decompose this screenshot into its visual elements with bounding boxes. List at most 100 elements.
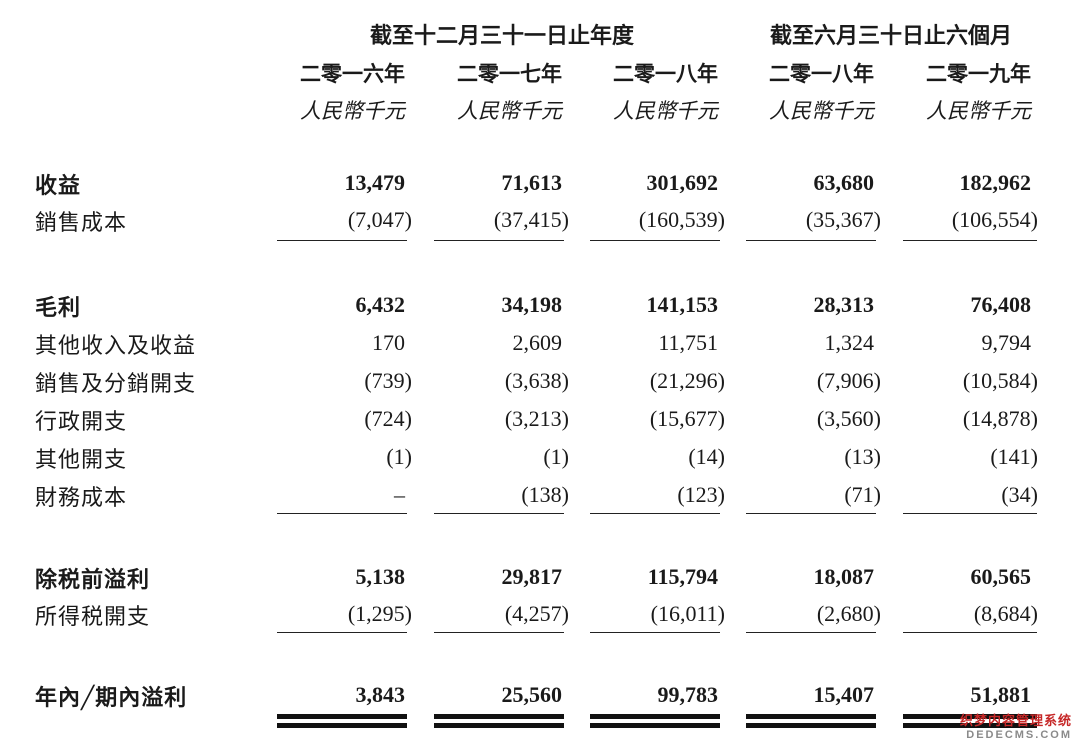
table-row-revenue: 收益 13,479 71,613 301,692 63,680 182,962 bbox=[0, 168, 1080, 200]
table-cell: 51,881 bbox=[970, 682, 1032, 707]
table-cell: (1,295) bbox=[347, 601, 412, 626]
total-double-rule bbox=[277, 714, 407, 719]
col-year-2016: 二零一六年 bbox=[300, 61, 405, 86]
table-cell: 60,565 bbox=[970, 564, 1032, 589]
total-double-rule bbox=[903, 723, 1037, 728]
table-cell: 63,680 bbox=[813, 170, 875, 195]
col-year-2018: 二零一八年 bbox=[613, 61, 718, 86]
table-cell: (14) bbox=[688, 444, 725, 469]
col-unit-2018-interim: 人民幣千元 bbox=[769, 99, 874, 123]
row-label: 財務成本 bbox=[35, 486, 128, 511]
table-cell: 13,479 bbox=[344, 170, 406, 195]
col-year-2018-interim: 二零一八年 bbox=[769, 61, 874, 86]
watermark-line1: 织梦内容管理系统 bbox=[959, 713, 1072, 728]
table-row-gross-profit: 毛利 6,432 34,198 141,153 28,313 76,408 bbox=[0, 290, 1080, 322]
table-cell: (141) bbox=[990, 444, 1038, 469]
table-cell: 182,962 bbox=[959, 170, 1032, 195]
table-row-profit-before-tax: 除税前溢利 5,138 29,817 115,794 18,087 60,565 bbox=[0, 562, 1080, 594]
row-label: 行政開支 bbox=[35, 410, 128, 435]
row-label: 銷售成本 bbox=[35, 211, 128, 236]
table-cell: 115,794 bbox=[647, 564, 718, 589]
table-cell: (739) bbox=[364, 368, 412, 393]
table-cell: (3,213) bbox=[504, 406, 569, 431]
table-row-income-tax: 所得税開支 (1,295) (4,257) (16,011) (2,680) (… bbox=[0, 599, 1080, 631]
table-row-other-expenses: 其他開支 (1) (1) (14) (13) (141) bbox=[0, 442, 1080, 474]
col-year-2019-interim: 二零一九年 bbox=[926, 61, 1031, 86]
table-cell: – bbox=[394, 482, 405, 507]
table-cell: (37,415) bbox=[493, 207, 569, 232]
table-cell: (7,047) bbox=[347, 207, 412, 232]
subtotal-rule bbox=[590, 632, 720, 633]
table-cell: 76,408 bbox=[970, 292, 1032, 317]
subtotal-rule bbox=[434, 513, 564, 514]
row-label: 銷售及分銷開支 bbox=[35, 372, 197, 397]
table-cell: 1,324 bbox=[824, 330, 875, 355]
table-row-profit-for-period: 年內╱期內溢利 3,843 25,560 99,783 15,407 51,88… bbox=[0, 680, 1080, 712]
table-cell: 301,692 bbox=[646, 170, 719, 195]
table-row-finance-costs: 財務成本 – (138) (123) (71) (34) bbox=[0, 480, 1080, 512]
total-double-rule bbox=[434, 714, 564, 719]
table-cell: (7,906) bbox=[816, 368, 881, 393]
subtotal-rule bbox=[903, 513, 1037, 514]
table-cell: (71) bbox=[844, 482, 881, 507]
table-row-admin-expenses: 行政開支 (724) (3,213) (15,677) (3,560) (14,… bbox=[0, 404, 1080, 436]
table-cell: 99,783 bbox=[657, 682, 719, 707]
total-double-rule bbox=[590, 714, 720, 719]
subtotal-rule bbox=[434, 632, 564, 633]
table-cell: 6,432 bbox=[355, 292, 406, 317]
table-cell: (14,878) bbox=[962, 406, 1038, 431]
table-cell: 29,817 bbox=[501, 564, 563, 589]
table-cell: 34,198 bbox=[501, 292, 563, 317]
row-label: 其他開支 bbox=[35, 448, 128, 473]
subtotal-rule bbox=[277, 240, 407, 241]
table-cell: (724) bbox=[364, 406, 412, 431]
table-cell: (138) bbox=[521, 482, 569, 507]
subtotal-rule bbox=[746, 632, 876, 633]
table-cell: 9,794 bbox=[981, 330, 1032, 355]
col-unit-2019-interim: 人民幣千元 bbox=[926, 99, 1031, 123]
table-cell: (160,539) bbox=[638, 207, 725, 232]
table-cell: 71,613 bbox=[501, 170, 563, 195]
table-cell: (13) bbox=[844, 444, 881, 469]
col-unit-2017: 人民幣千元 bbox=[457, 99, 562, 123]
row-label: 毛利 bbox=[35, 295, 82, 321]
table-cell: 15,407 bbox=[813, 682, 875, 707]
total-double-rule bbox=[903, 714, 1037, 719]
table-cell: 3,843 bbox=[355, 682, 406, 707]
group-header-interim: 截至六月三十日止六個月 bbox=[770, 23, 1013, 49]
table-cell: (35,367) bbox=[805, 207, 881, 232]
table-row-selling-distribution: 銷售及分銷開支 (739) (3,638) (21,296) (7,906) (… bbox=[0, 366, 1080, 398]
total-double-rule bbox=[746, 723, 876, 728]
table-cell: (15,677) bbox=[649, 406, 725, 431]
subtotal-rule bbox=[590, 513, 720, 514]
watermark: 织梦内容管理系统 DEDECMS.COM bbox=[960, 710, 1072, 741]
row-label: 其他收入及收益 bbox=[35, 334, 197, 359]
table-cell: (3,560) bbox=[816, 406, 881, 431]
row-label: 年內╱期內溢利 bbox=[35, 685, 188, 711]
group-header-annual: 截至十二月三十一日止年度 bbox=[370, 23, 635, 49]
table-cell: (8,684) bbox=[973, 601, 1038, 626]
total-double-rule bbox=[277, 723, 407, 728]
table-cell: (106,554) bbox=[951, 207, 1038, 232]
table-cell: 11,751 bbox=[658, 330, 718, 355]
table-cell: 25,560 bbox=[501, 682, 563, 707]
row-label: 收益 bbox=[35, 173, 82, 199]
table-cell: (21,296) bbox=[649, 368, 725, 393]
subtotal-rule bbox=[903, 632, 1037, 633]
table-cell: 2,609 bbox=[512, 330, 563, 355]
table-cell: 141,153 bbox=[646, 292, 719, 317]
col-year-2017: 二零一七年 bbox=[457, 61, 562, 86]
col-unit-2016: 人民幣千元 bbox=[300, 99, 405, 123]
table-row-other-income: 其他收入及收益 170 2,609 11,751 1,324 9,794 bbox=[0, 328, 1080, 360]
row-label: 除税前溢利 bbox=[35, 567, 151, 593]
row-label: 所得税開支 bbox=[35, 605, 151, 630]
table-cell: 28,313 bbox=[813, 292, 875, 317]
subtotal-rule bbox=[277, 632, 407, 633]
table-cell: 18,087 bbox=[813, 564, 875, 589]
table-cell: (3,638) bbox=[504, 368, 569, 393]
subtotal-rule bbox=[746, 513, 876, 514]
table-cell: (4,257) bbox=[504, 601, 569, 626]
table-cell: (34) bbox=[1001, 482, 1038, 507]
watermark-line2: DEDECMS.COM bbox=[966, 729, 1072, 741]
subtotal-rule bbox=[590, 240, 720, 241]
